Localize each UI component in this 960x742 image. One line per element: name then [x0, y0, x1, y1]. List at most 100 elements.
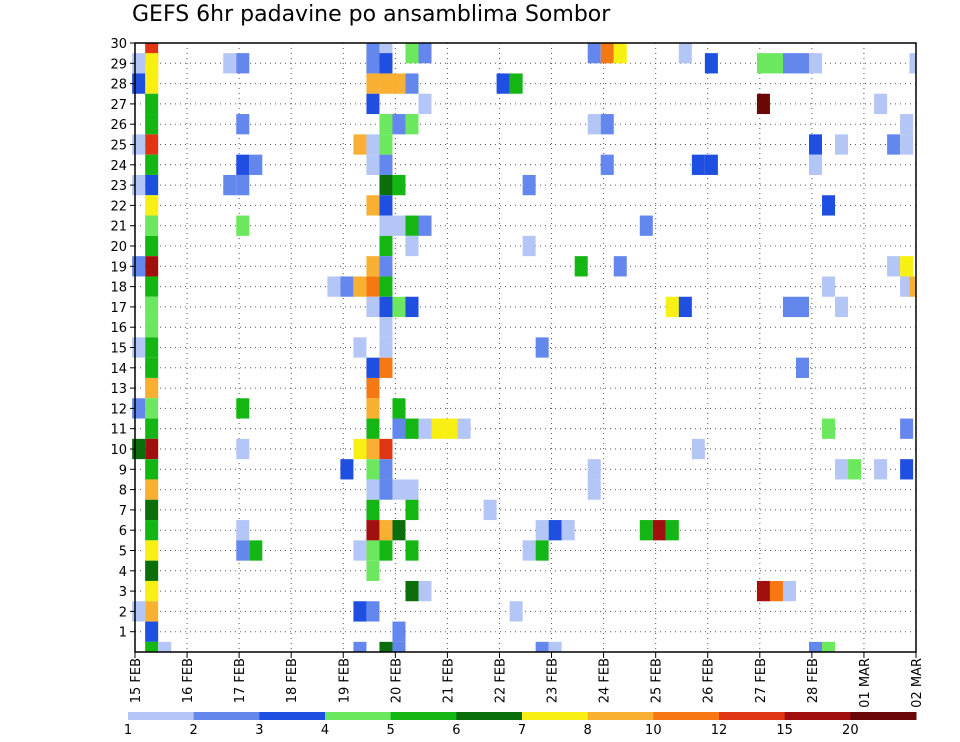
heatmap-cell [145, 53, 159, 74]
heatmap-cell [145, 357, 159, 378]
heatmap-cell [561, 520, 575, 541]
heatmap-cell [379, 73, 393, 94]
heatmap-cell [223, 174, 237, 196]
y-tick-label: 15 [110, 342, 127, 357]
heatmap-cell [835, 296, 849, 318]
colorbar-segment [325, 712, 392, 720]
heatmap-cell [909, 53, 916, 74]
heatmap-cell [340, 459, 354, 480]
heatmap-cell [145, 256, 159, 277]
heatmap-cell [353, 337, 367, 358]
heatmap-cell [145, 73, 159, 94]
heatmap-cell [874, 459, 888, 480]
heatmap-cell [652, 520, 666, 541]
heatmap-cell [366, 73, 380, 94]
heatmap-cell [379, 53, 393, 74]
heatmap-cell [379, 235, 393, 257]
heatmap-cell [548, 641, 562, 652]
heatmap-cell [639, 215, 653, 236]
heatmap-cell [340, 276, 354, 297]
x-tick-label: 02 MAR [910, 658, 925, 708]
heatmap-cell [379, 438, 393, 460]
heatmap-cell [574, 256, 588, 277]
heatmap-cell [509, 601, 523, 622]
heatmap-cell [236, 398, 250, 419]
x-tick-label: 18 FEB [285, 658, 300, 703]
heatmap-cell [887, 134, 901, 155]
heatmap-cell [509, 73, 523, 94]
heatmap-cell [678, 296, 692, 318]
y-tick-label: 20 [110, 240, 127, 255]
x-tick-label: 23 FEB [546, 658, 561, 703]
heatmap-cell [418, 418, 432, 439]
heatmap-cell [145, 276, 159, 297]
y-tick-label: 24 [110, 159, 127, 174]
heatmap-cell [405, 235, 419, 257]
heatmap-cell [782, 53, 796, 74]
heatmap-cell [353, 641, 367, 652]
heatmap-cell [405, 540, 419, 561]
heatmap-cell [145, 398, 159, 419]
heatmap-cell [379, 479, 393, 500]
heatmap-cell [900, 459, 914, 480]
heatmap-cell [822, 276, 836, 297]
heatmap-cell [379, 540, 393, 561]
heatmap-cell [353, 438, 367, 460]
heatmap-cell [145, 560, 159, 581]
x-tick-label: 16 FEB [181, 658, 196, 703]
y-tick-label: 4 [119, 565, 127, 580]
heatmap-cell [366, 377, 380, 399]
y-tick-label: 29 [110, 57, 127, 72]
y-tick-label: 17 [110, 301, 127, 316]
heatmap-cell [822, 641, 836, 652]
heatmap-cell [379, 520, 393, 541]
heatmap-cell [756, 53, 770, 74]
y-tick-label: 6 [119, 524, 127, 539]
heatmap-cell [405, 479, 419, 500]
y-tick-label: 11 [110, 423, 127, 438]
heatmap-cell [900, 418, 914, 439]
heatmap-cell [756, 580, 770, 602]
heatmap-cell [366, 459, 380, 480]
heatmap-cell [249, 540, 263, 561]
x-tick-label: 19 FEB [337, 658, 352, 703]
x-tick-label: 27 FEB [754, 658, 769, 703]
heatmap-cell [145, 438, 159, 460]
heatmap-cell [236, 53, 250, 74]
heatmap-cell [392, 641, 406, 652]
heatmap-cell [535, 540, 549, 561]
heatmap-cell [405, 73, 419, 94]
heatmap-cell [379, 296, 393, 318]
heatmap-cell [665, 296, 679, 318]
heatmap-cell [366, 256, 380, 277]
heatmap-cell [366, 357, 380, 378]
heatmap-cell [353, 540, 367, 561]
heatmap-cell [223, 53, 237, 74]
y-tick-label: 8 [119, 484, 127, 499]
heatmap-cell [769, 580, 783, 602]
heatmap-cell [418, 580, 432, 602]
heatmap-cell [145, 479, 159, 500]
heatmap-cell [900, 134, 914, 155]
heatmap-cell [809, 641, 823, 652]
y-tick-label: 10 [110, 443, 127, 458]
heatmap-cell [366, 134, 380, 155]
heatmap-cell [379, 256, 393, 277]
heatmap-cell [379, 459, 393, 480]
heatmap-cell [809, 154, 823, 175]
heatmap-cell [405, 580, 419, 602]
heatmap-cell [392, 418, 406, 439]
heatmap-cell [366, 438, 380, 460]
heatmap-cell [392, 296, 406, 318]
heatmap-cell [366, 398, 380, 419]
heatmap-cell [704, 53, 718, 74]
heatmap-cell [613, 256, 627, 277]
heatmap-cell [145, 520, 159, 541]
heatmap-cell [145, 134, 159, 155]
heatmap-cell [366, 560, 380, 581]
heatmap-cell [782, 580, 796, 602]
heatmap-cell [691, 438, 705, 460]
heatmap-cell [379, 114, 393, 135]
y-tick-label: 1 [119, 626, 127, 641]
x-tick-label: 01 MAR [858, 658, 873, 708]
